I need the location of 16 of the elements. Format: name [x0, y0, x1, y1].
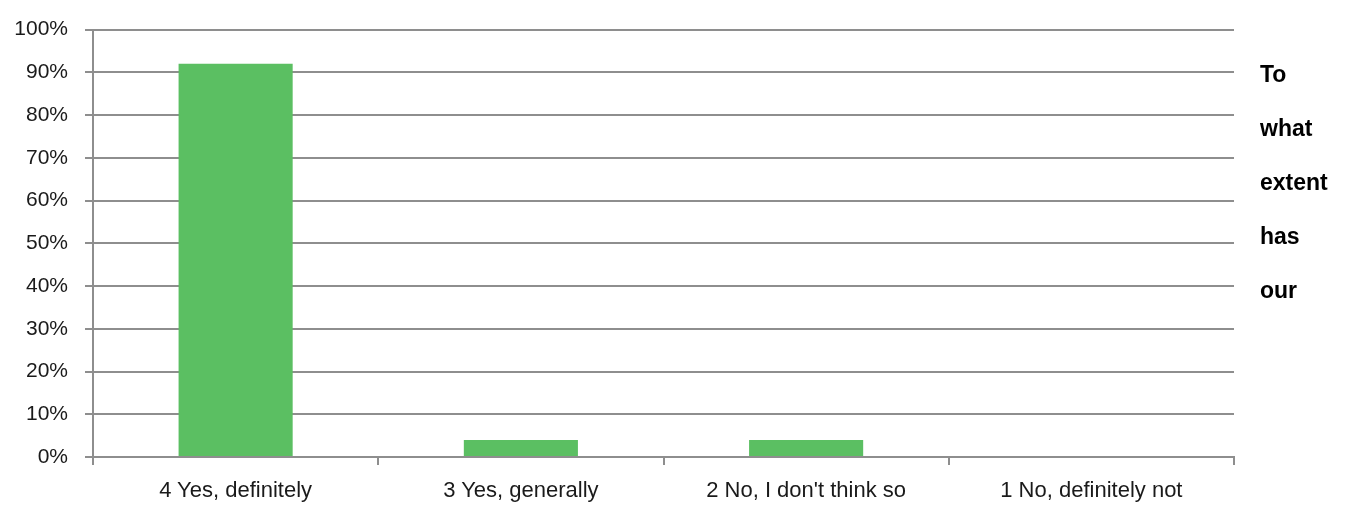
y-tick-label: 0% — [37, 443, 68, 467]
y-tick-label: 70% — [25, 144, 68, 168]
x-tick-label: 2 No, I don't think so — [706, 477, 907, 503]
y-tick-label: 80% — [25, 101, 68, 125]
y-tick-label: 10% — [25, 401, 68, 425]
y-tick-label: 60% — [25, 187, 68, 211]
y-tick-label: 90% — [25, 59, 68, 83]
y-tick-label: 20% — [25, 358, 68, 382]
x-tick-label: 3 Yes, generally — [443, 477, 599, 503]
y-tick-label: 50% — [25, 230, 68, 254]
y-tick-label: 100% — [14, 16, 68, 40]
y-tick-label: 40% — [25, 272, 68, 296]
x-tick-label: 1 No, definitely not — [1000, 477, 1183, 503]
text: To what extent has our — [1260, 61, 1328, 303]
y-tick-label: 30% — [25, 315, 68, 339]
x-tick-label: 4 Yes, definitely — [159, 477, 313, 503]
